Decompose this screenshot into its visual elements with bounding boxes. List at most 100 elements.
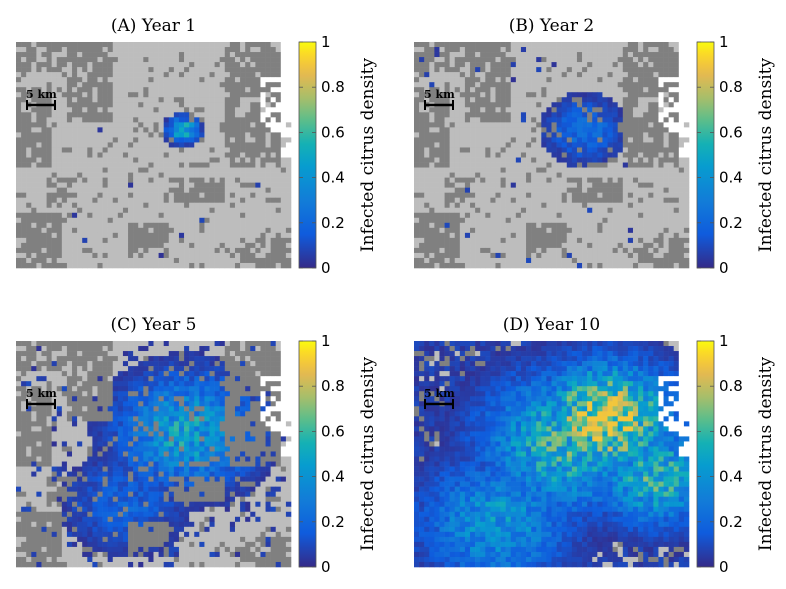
heatmap-cell <box>475 242 481 249</box>
heatmap-cell <box>515 242 522 249</box>
heatmap-cell <box>424 87 430 93</box>
heatmap-cell <box>51 152 58 158</box>
heatmap-cell <box>26 157 32 163</box>
heatmap-cell <box>587 237 593 244</box>
heatmap-cell <box>163 242 170 249</box>
heatmap-cell <box>612 42 618 48</box>
heatmap-cell <box>41 207 47 214</box>
heatmap-cell <box>280 147 287 153</box>
heatmap-cell <box>128 262 134 269</box>
heatmap-cell <box>87 67 93 73</box>
heatmap-cell <box>41 192 47 198</box>
heatmap-cell <box>485 207 491 214</box>
heatmap-cell <box>485 172 491 178</box>
heatmap-cell <box>46 92 52 98</box>
heatmap-cell <box>92 257 98 264</box>
heatmap-cell <box>475 57 481 63</box>
heatmap-cell <box>526 77 532 83</box>
heatmap-cell <box>122 72 129 78</box>
heatmap-cell <box>16 42 22 48</box>
heatmap-cell <box>495 127 501 133</box>
heatmap-cell <box>419 172 425 178</box>
heatmap-cell <box>571 257 578 264</box>
heatmap-cell <box>648 112 654 118</box>
heatmap-cell <box>622 197 629 204</box>
heatmap-cell <box>61 137 68 143</box>
heatmap-cell <box>178 162 185 168</box>
heatmap-cell <box>429 87 435 93</box>
heatmap-cell <box>439 117 445 123</box>
heatmap-cell <box>515 137 522 143</box>
heatmap-cell <box>495 92 501 98</box>
heatmap-cell <box>638 147 644 153</box>
heatmap-cell <box>56 167 63 173</box>
heatmap-cell <box>515 262 522 269</box>
heatmap-cell <box>658 187 664 193</box>
heatmap-cell <box>617 97 624 103</box>
heatmap-cell <box>612 202 618 209</box>
heatmap-cell <box>224 232 231 239</box>
heatmap-cell <box>102 187 108 193</box>
heatmap-cell <box>632 52 639 58</box>
heatmap-cell <box>454 167 461 173</box>
heatmap-cell <box>617 262 624 269</box>
heatmap-cell <box>77 117 83 123</box>
heatmap-cell <box>531 262 537 269</box>
heatmap-cell <box>265 152 271 158</box>
heatmap-cell <box>163 97 170 103</box>
heatmap-cell <box>270 197 277 204</box>
heatmap-cell <box>234 102 241 108</box>
heatmap-cell <box>597 167 603 173</box>
heatmap-cell <box>285 222 292 229</box>
heatmap-cell <box>178 212 185 219</box>
heatmap-cell <box>285 42 292 48</box>
heatmap-cell <box>419 207 425 214</box>
heatmap-cell <box>138 182 144 188</box>
heatmap-cell <box>592 62 598 68</box>
heatmap-cell <box>576 122 583 128</box>
heatmap-cell <box>653 142 659 148</box>
heatmap-cell <box>173 77 180 83</box>
heatmap-cell <box>627 62 634 68</box>
heatmap-cell <box>673 137 680 143</box>
heatmap-cell <box>612 212 618 219</box>
heatmap-cell <box>459 92 466 98</box>
heatmap-cell <box>622 122 629 128</box>
heatmap-cell <box>571 207 578 214</box>
heatmap-cell <box>234 142 241 148</box>
heatmap-cell <box>470 47 476 53</box>
heatmap-cell <box>77 137 83 143</box>
heatmap-cell <box>653 237 659 244</box>
heatmap-cell <box>270 167 277 173</box>
heatmap-cell <box>653 187 659 193</box>
heatmap-cell <box>520 172 527 178</box>
heatmap-cell <box>209 237 215 244</box>
panel-title: (C) Year 5 <box>111 315 197 335</box>
heatmap-cell <box>82 346 88 352</box>
heatmap-cell <box>663 242 669 249</box>
heatmap-cell <box>46 107 52 113</box>
heatmap-cell <box>576 182 583 188</box>
heatmap-cell <box>16 346 22 352</box>
heatmap-cell <box>592 57 598 63</box>
heatmap-cell <box>571 142 578 148</box>
heatmap-cell <box>541 147 547 153</box>
heatmap-cell <box>245 177 251 183</box>
heatmap-cell <box>209 341 215 347</box>
heatmap-cell <box>158 167 164 173</box>
heatmap-cell <box>597 217 603 224</box>
heatmap-cell <box>597 132 603 138</box>
heatmap-cell <box>255 107 261 113</box>
heatmap-cell <box>459 167 466 173</box>
colorbar-tick-label: 0.4 <box>321 169 345 187</box>
heatmap-cell <box>622 177 629 183</box>
heatmap-cell <box>541 172 547 178</box>
heatmap-cell <box>531 42 537 48</box>
heatmap-cell <box>46 242 52 249</box>
heatmap-cell <box>209 222 215 229</box>
heatmap-cell <box>536 102 542 108</box>
heatmap-cell <box>556 262 562 269</box>
heatmap-cell <box>72 127 78 133</box>
heatmap-cell <box>128 207 134 214</box>
heatmap-cell <box>526 122 532 128</box>
